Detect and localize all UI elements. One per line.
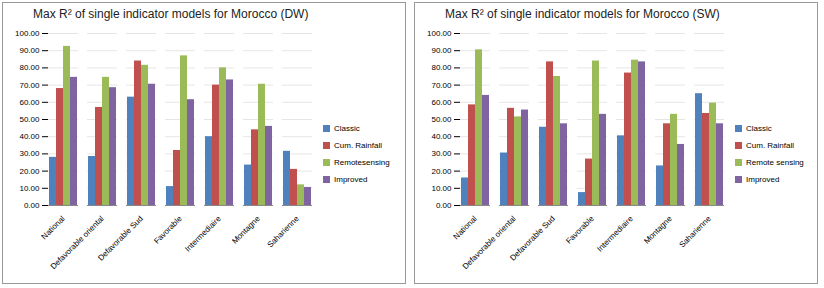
svg-text:20.00: 20.00 — [431, 167, 452, 176]
svg-text:30.00: 30.00 — [431, 149, 452, 158]
svg-text:70.00: 70.00 — [431, 81, 452, 90]
html-text:Classic: Classic — [746, 124, 772, 133]
svg-text:40.00: 40.00 — [431, 132, 452, 141]
html-text:Remotesensing: Remotesensing — [334, 158, 390, 167]
html-text:Max R² of single indicator mod: Max R² of single indicator models for Mo… — [445, 7, 720, 21]
svg-text:Saharienne: Saharienne — [265, 214, 301, 250]
svg-text:Defavorable Sud: Defavorable Sud — [96, 214, 145, 263]
svg-text:100.00: 100.00 — [427, 29, 452, 38]
html-text:Improved: Improved — [746, 175, 780, 184]
html-text:Cum. Rainfall: Cum. Rainfall — [746, 141, 794, 150]
svg-text:80.00: 80.00 — [431, 63, 452, 72]
svg-text:Intermediaire: Intermediaire — [595, 214, 635, 254]
svg-text:30.00: 30.00 — [19, 149, 40, 158]
html-text:Classic: Classic — [334, 124, 360, 133]
svg-text:Montagne: Montagne — [230, 214, 262, 246]
svg-text:20.00: 20.00 — [19, 167, 40, 176]
svg-text:10.00: 10.00 — [431, 184, 452, 193]
svg-text:50.00: 50.00 — [431, 115, 452, 124]
svg-text:Favorable: Favorable — [152, 214, 184, 246]
svg-text:National: National — [40, 214, 67, 241]
svg-text:Favorable: Favorable — [564, 214, 596, 246]
svg-text:100.00: 100.00 — [15, 29, 40, 38]
html-text:Improved: Improved — [334, 175, 368, 184]
svg-text:Intermediaire: Intermediaire — [183, 214, 223, 254]
svg-text:80.00: 80.00 — [19, 63, 40, 72]
svg-text:90.00: 90.00 — [19, 46, 40, 55]
svg-text:40.00: 40.00 — [19, 132, 40, 141]
html-text:Max R² of single indicator mod: Max R² of single indicator models for Mo… — [33, 7, 309, 21]
svg-text:60.00: 60.00 — [19, 98, 40, 107]
svg-text:70.00: 70.00 — [19, 81, 40, 90]
svg-text:National: National — [452, 214, 479, 241]
html-text:Cum. Rainfall: Cum. Rainfall — [334, 141, 382, 150]
svg-text:0.00: 0.00 — [24, 201, 40, 210]
svg-text:Defavorable oriental: Defavorable oriental — [49, 214, 106, 271]
svg-text:10.00: 10.00 — [19, 184, 40, 193]
svg-text:Montagne: Montagne — [642, 214, 674, 246]
svg-text:0.00: 0.00 — [436, 201, 452, 210]
svg-text:50.00: 50.00 — [19, 115, 40, 124]
svg-text:Saharienne: Saharienne — [677, 214, 713, 250]
svg-text:90.00: 90.00 — [431, 46, 452, 55]
svg-text:Defavorable Sud: Defavorable Sud — [508, 214, 557, 263]
html-text:Remote sensing: Remote sensing — [746, 158, 804, 167]
svg-text:60.00: 60.00 — [431, 98, 452, 107]
svg-text:Defavorable oriental: Defavorable oriental — [461, 214, 518, 271]
